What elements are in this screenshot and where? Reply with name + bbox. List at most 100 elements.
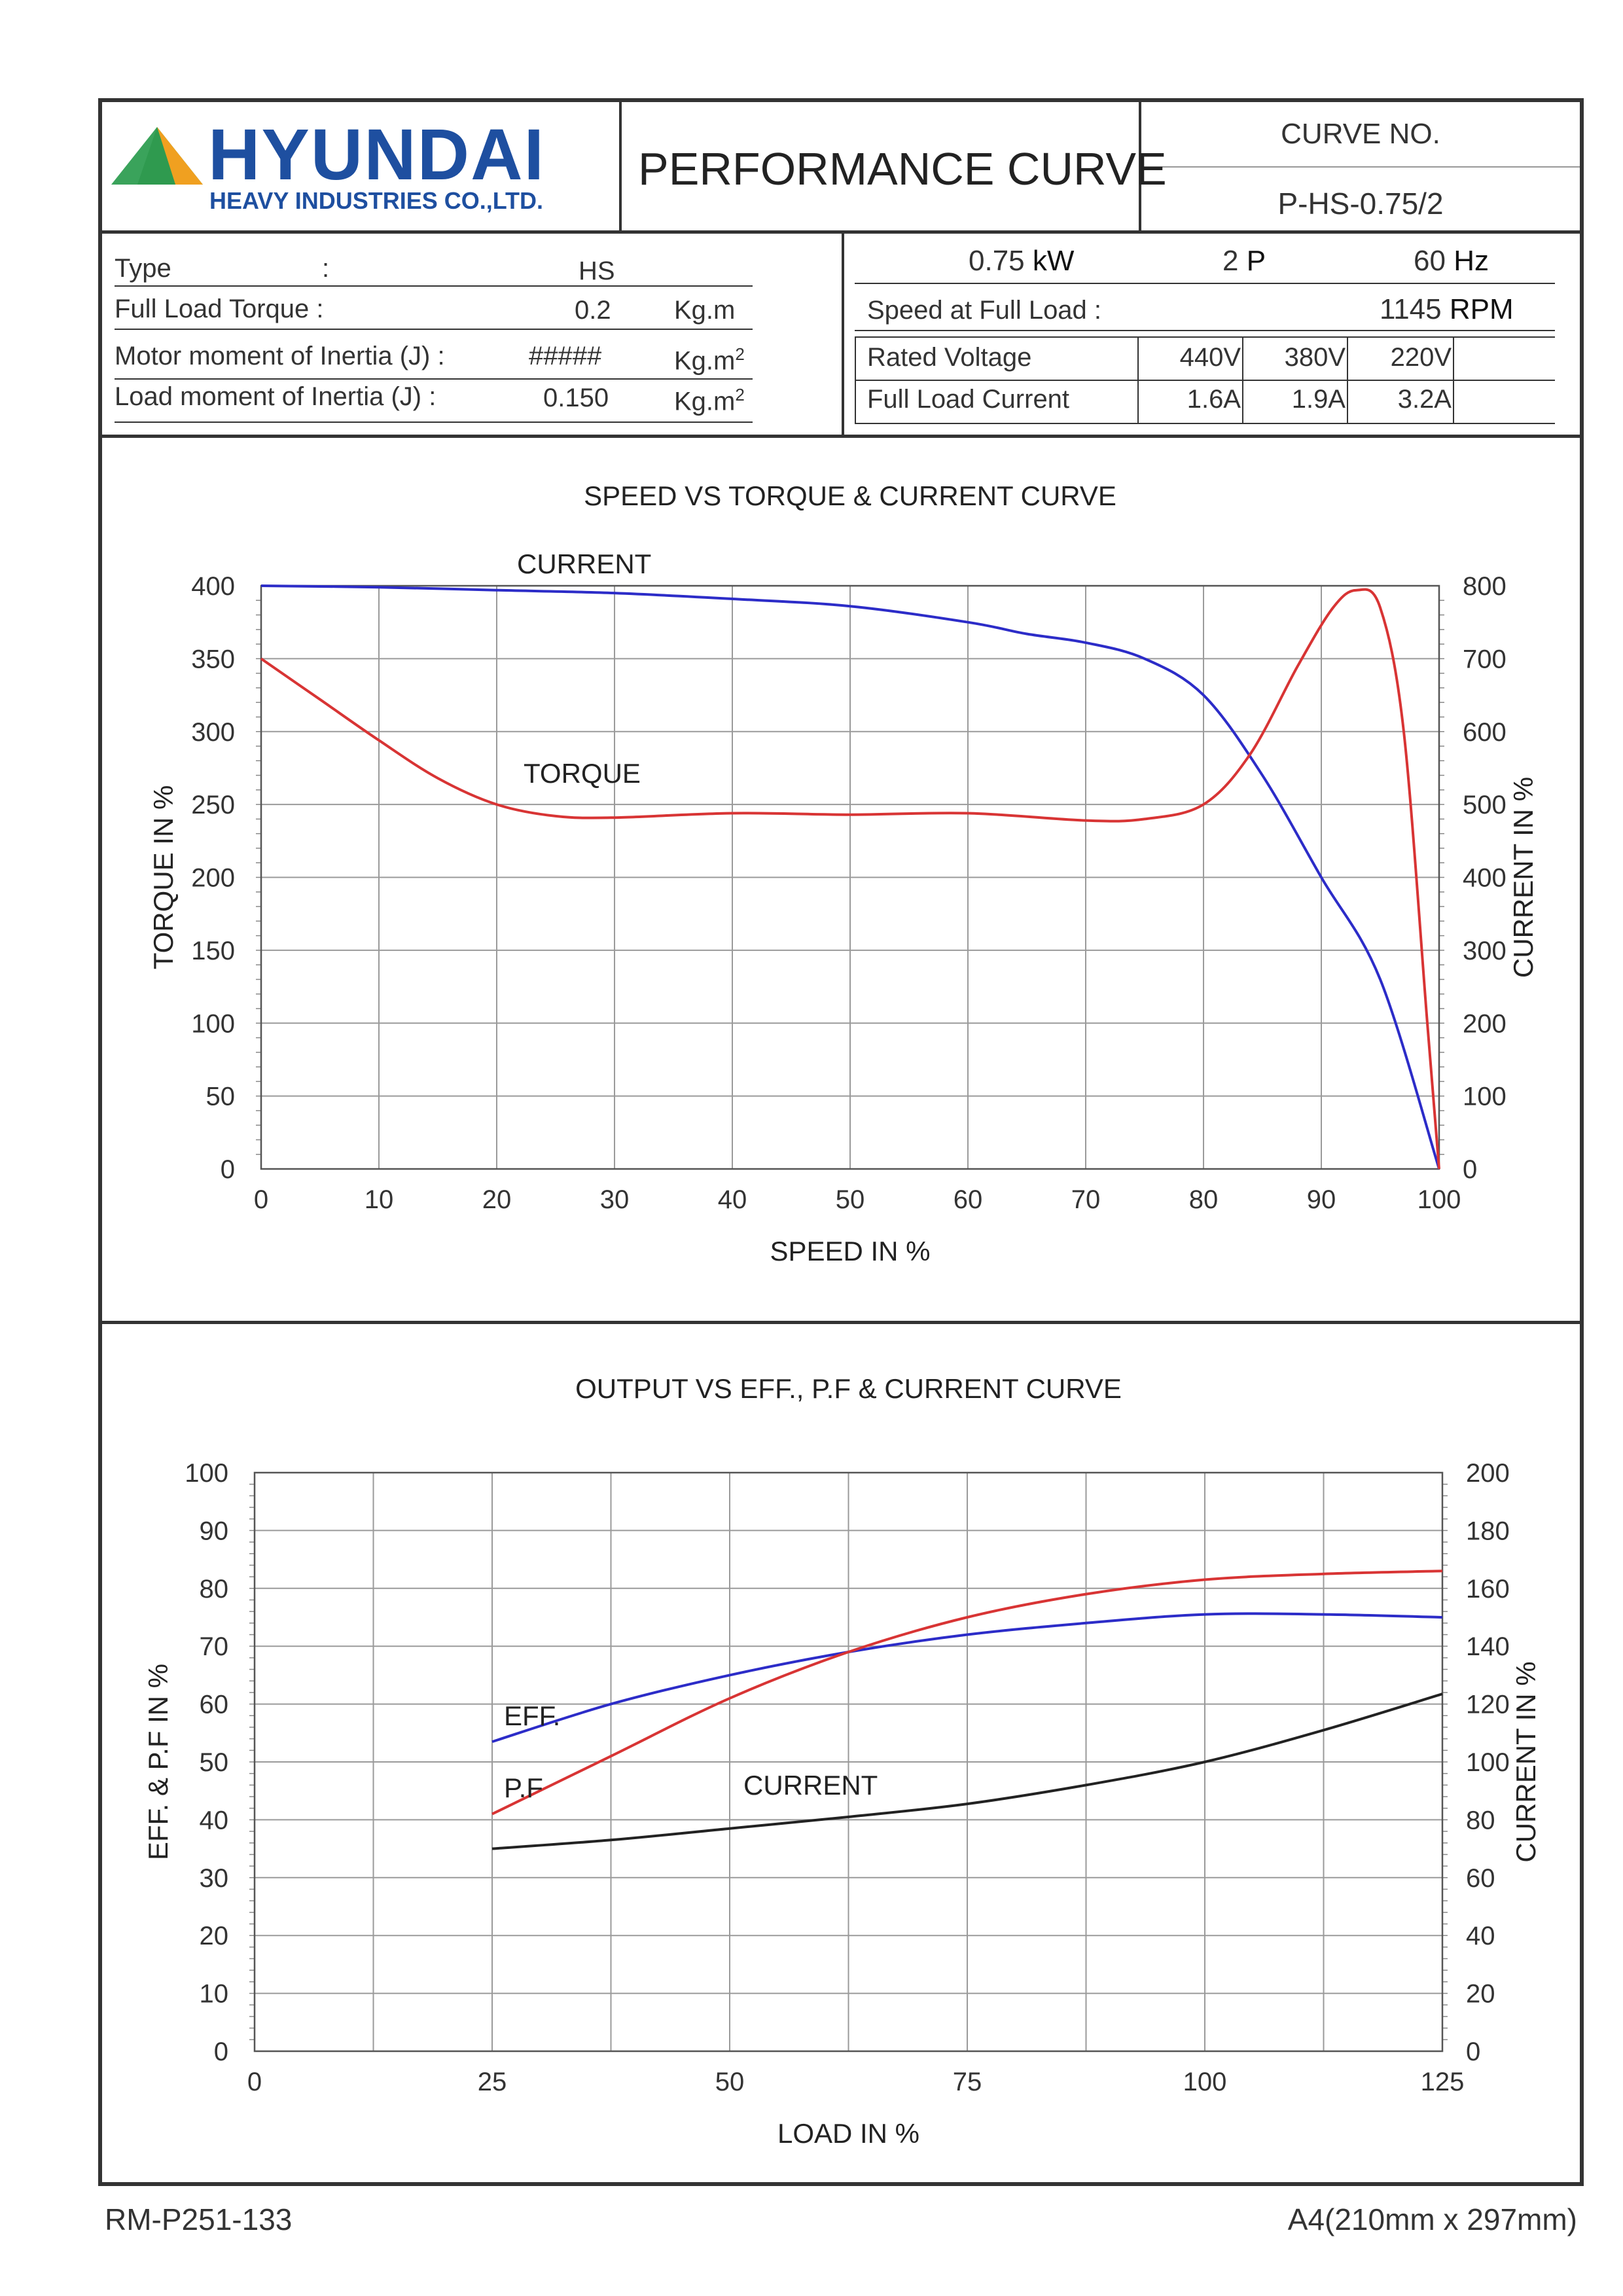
x-tick-label: 40 <box>718 1185 747 1214</box>
motor-inertia-label: Motor moment of Inertia (J) : <box>115 342 445 370</box>
current-440: 1.6A <box>1186 385 1241 414</box>
x-tick-label: 25 <box>478 2068 507 2096</box>
x-tick-label: 70 <box>1071 1185 1101 1214</box>
series-line-eff <box>491 1612 1443 1744</box>
y2-tick-label: 200 <box>1466 1459 1510 1488</box>
table-col-line <box>855 336 856 423</box>
freq-value: 60 Hz <box>1414 245 1489 278</box>
speed-label: Speed at Full Load : <box>867 296 1102 325</box>
x-tick-label: 100 <box>1418 1185 1461 1214</box>
poles-unit: P <box>1246 245 1266 277</box>
header-sep-2 <box>1139 98 1141 232</box>
current-220: 3.2A <box>1397 385 1452 414</box>
motor-inertia-value: ##### <box>529 342 602 370</box>
series-label: P.F <box>504 1772 543 1803</box>
series-label: CURRENT <box>743 1770 878 1801</box>
sheet-frame <box>98 98 1584 2186</box>
load-inertia-label: Load moment of Inertia (J) : <box>115 382 437 411</box>
spec-underline <box>115 285 753 287</box>
spec-underline <box>115 422 753 423</box>
motor-inertia-unit-sup: 2 <box>735 344 745 364</box>
y2-tick-label: 80 <box>1466 1806 1495 1835</box>
voltage-440: 440V <box>1179 343 1241 372</box>
header-divider <box>98 230 1584 234</box>
y-axis-label: EFF. & P.F IN % <box>143 1664 173 1860</box>
y-tick-label: 150 <box>191 937 235 965</box>
table-col-line <box>1242 336 1243 423</box>
footer-paper-size: A4(210mm x 297mm) <box>1287 2202 1577 2236</box>
y-tick-label: 30 <box>200 1864 229 1893</box>
freq-number: 60 <box>1414 245 1446 277</box>
y-tick-label: 300 <box>191 718 235 747</box>
logo-text: HYUNDAI <box>208 115 546 195</box>
poles-value: 2 P <box>1222 245 1266 278</box>
spec-underline <box>115 378 753 380</box>
x-tick-label: 0 <box>254 1185 268 1214</box>
y-tick-label: 100 <box>191 1009 235 1038</box>
voltage-label: Rated Voltage <box>867 343 1032 372</box>
table-col-line <box>1347 336 1348 423</box>
y-tick-label: 350 <box>191 645 235 673</box>
x-tick-label: 20 <box>482 1185 512 1214</box>
spec-underline <box>115 329 753 330</box>
x-axis-label: SPEED IN % <box>770 1236 930 1266</box>
series-label: CURRENT <box>517 548 651 579</box>
y-axis-label: TORQUE IN % <box>148 785 179 970</box>
speed-value: 1145 RPM <box>1380 293 1514 326</box>
x-axis-label: LOAD IN % <box>777 2118 919 2149</box>
output-eff-pf-current-chart: OUTPUT VS EFF., P.F & CURRENT CURVE 0 25 50… <box>143 1373 1541 2149</box>
y2-tick-label: 100 <box>1463 1083 1507 1111</box>
power-unit: kW <box>1032 245 1075 277</box>
type-label: Type <box>115 254 171 283</box>
y2-tick-label: 60 <box>1466 1864 1495 1893</box>
y-tick-label: 0 <box>221 1155 235 1184</box>
load-inertia-unit: Kg.m2 <box>674 385 745 416</box>
y-tick-label: 0 <box>214 2037 228 2066</box>
x-tick-label: 60 <box>954 1185 983 1214</box>
current-380: 1.9A <box>1291 385 1346 414</box>
x-tick-label: 125 <box>1421 2068 1465 2096</box>
y2-tick-label: 0 <box>1463 1155 1477 1184</box>
torque-unit: Kg.m <box>674 296 736 325</box>
x-tick-label: 75 <box>953 2068 982 2096</box>
series-line-torque <box>260 588 1440 1170</box>
y-tick-label: 250 <box>191 791 235 819</box>
x-tick-label: 80 <box>1189 1185 1219 1214</box>
y2-tick-label: 600 <box>1463 718 1507 747</box>
header-sep-1 <box>619 98 622 232</box>
load-inertia-unit-sup: 2 <box>735 385 745 404</box>
curve-no-label: CURVE NO. <box>1281 118 1440 150</box>
y-tick-label: 400 <box>191 572 235 601</box>
y2-tick-label: 180 <box>1466 1516 1510 1545</box>
table-line <box>855 380 1555 381</box>
y2-tick-label: 100 <box>1466 1748 1510 1777</box>
spec-underline <box>855 283 1555 284</box>
x-tick-label: 100 <box>1183 2068 1227 2096</box>
motor-inertia-unit: Kg.m2 <box>674 344 745 376</box>
type-sep: : <box>322 254 330 283</box>
poles-number: 2 <box>1222 245 1239 277</box>
plot-area-border <box>260 584 1440 1170</box>
y-tick-label: 70 <box>200 1632 229 1661</box>
x-tick-label: 90 <box>1307 1185 1336 1214</box>
y2-axis-label: CURRENT IN % <box>1510 1661 1541 1862</box>
plot-area-border <box>253 1471 1444 2053</box>
y2-tick-label: 140 <box>1466 1632 1510 1661</box>
chart-title: SPEED VS TORQUE & CURRENT CURVE <box>584 480 1116 511</box>
spec-underline <box>855 336 1555 338</box>
y-tick-label: 40 <box>200 1806 229 1835</box>
spec-divider <box>98 435 1584 438</box>
y2-tick-label: 400 <box>1463 864 1507 893</box>
torque-label: Full Load Torque : <box>115 295 324 323</box>
y2-axis-label: CURRENT IN % <box>1508 777 1539 978</box>
voltage-380: 380V <box>1284 343 1346 372</box>
current-label: Full Load Current <box>867 385 1070 414</box>
logo-triangle-icon <box>111 127 203 185</box>
y2-tick-label: 500 <box>1463 791 1507 819</box>
chart-title: OUTPUT VS EFF., P.F & CURRENT CURVE <box>575 1373 1122 1404</box>
company-logo: HYUNDAI HEAVY INDUSTRIES CO.,LTD. <box>111 119 589 216</box>
load-inertia-value: 0.150 <box>543 384 609 412</box>
type-value: HS <box>579 257 615 285</box>
y-tick-label: 200 <box>191 864 235 893</box>
y-tick-label: 50 <box>206 1083 236 1111</box>
